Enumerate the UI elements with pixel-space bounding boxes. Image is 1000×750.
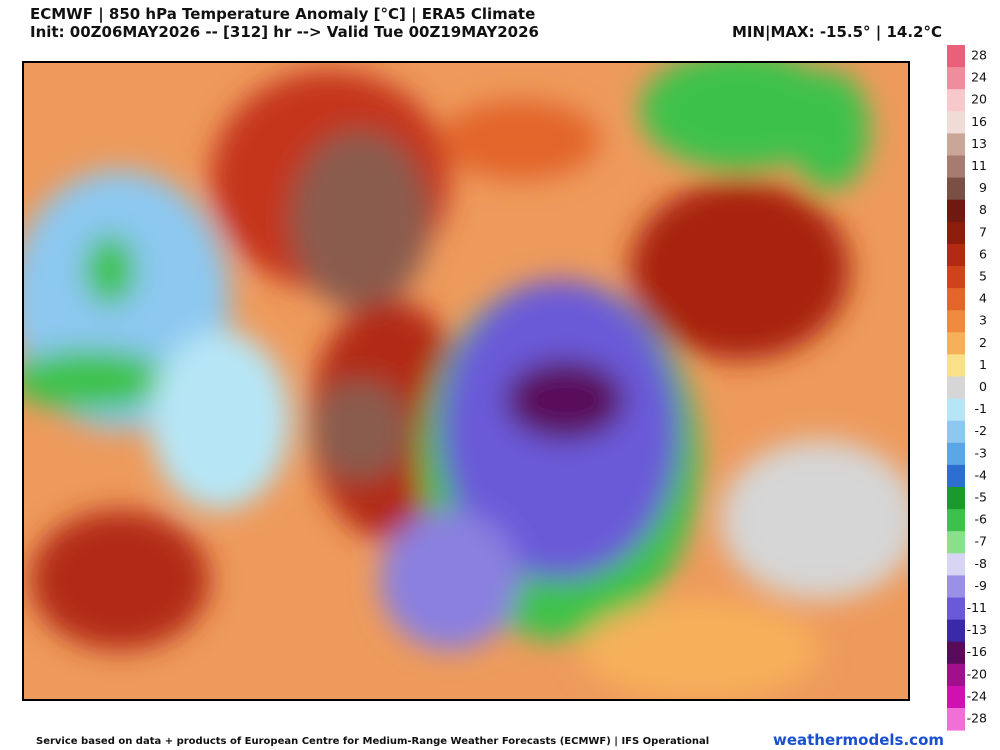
colorbar-swatch <box>947 221 965 245</box>
colorbar-label: 6 <box>979 246 987 261</box>
colorbar-label: 11 <box>971 158 987 173</box>
colorbar-label: 24 <box>971 70 987 85</box>
colorbar-label: -16 <box>967 644 987 659</box>
subtitle: Init: 00Z06MAY2026 -- [312] hr --> Valid… <box>30 23 539 41</box>
colorbar-label: -2 <box>975 423 987 438</box>
colorbar-swatch <box>947 354 965 377</box>
colorbar-label: 4 <box>979 291 987 306</box>
colorbar-swatch <box>947 663 965 687</box>
brand: weathermodels.com <box>773 731 944 749</box>
colorbar-label: -11 <box>967 600 987 615</box>
colorbar-swatch <box>947 420 965 444</box>
colorbar-swatch <box>947 398 965 422</box>
colorbar-label: -8 <box>975 556 988 571</box>
min-max: MIN|MAX: -15.5° | 14.2°C <box>732 23 942 42</box>
colorbar-swatch <box>947 376 965 400</box>
colorbar-swatch <box>947 177 965 201</box>
colorbar-swatch <box>947 685 965 709</box>
colorbar-label: 1 <box>979 357 987 372</box>
colorbar-swatch <box>947 288 965 311</box>
colorbar-swatch <box>947 442 965 466</box>
colorbar-swatch <box>947 619 965 643</box>
colorbar-label: 5 <box>979 269 987 284</box>
map-frame <box>22 61 910 701</box>
colorbar-swatch <box>947 45 965 68</box>
colorbar-swatch <box>947 310 965 333</box>
colorbar-label: 16 <box>971 114 987 129</box>
colorbar-label: 2 <box>979 335 987 350</box>
colorbar-label: -24 <box>967 688 987 703</box>
colorbar-label: 7 <box>979 224 987 239</box>
colorbar: 28 24 20 16 13 11 9 8 7 6 5 4 3 2 1 0 -1 -2 -3 -4 -5 -6 -7 -8 -9… <box>947 45 987 731</box>
colorbar-swatch <box>947 67 965 90</box>
map <box>23 62 909 700</box>
colorbar-label: 20 <box>971 92 987 107</box>
colorbar-label: 8 <box>979 202 987 217</box>
colorbar-label: -1 <box>975 401 987 416</box>
credit: Service based on data + products of Euro… <box>36 736 709 747</box>
colorbar-label: 28 <box>971 48 987 63</box>
colorbar-swatch <box>947 111 965 134</box>
colorbar-swatch <box>947 133 965 156</box>
title: ECMWF | 850 hPa Temperature Anomaly [°C]… <box>30 5 535 24</box>
colorbar-swatch <box>947 597 965 621</box>
colorbar-swatch <box>947 464 965 488</box>
colorbar-swatch <box>947 575 965 598</box>
colorbar-label: -13 <box>967 622 987 637</box>
colorbar-label: 13 <box>971 136 987 151</box>
colorbar-label: 9 <box>979 180 987 195</box>
colorbar-label: 3 <box>979 313 987 328</box>
colorbar-swatch <box>947 243 965 267</box>
colorbar-swatch <box>947 487 965 510</box>
colorbar-swatch <box>947 266 965 289</box>
colorbar-label: -3 <box>975 445 987 460</box>
colorbar-label: 0 <box>979 379 987 394</box>
colorbar-swatch <box>947 199 965 223</box>
colorbar-swatch <box>947 641 965 665</box>
colorbar-swatch <box>947 89 965 112</box>
colorbar-label: -7 <box>975 534 987 549</box>
colorbar-swatch <box>947 708 965 731</box>
colorbar-swatch <box>947 155 965 179</box>
colorbar-label: -4 <box>975 467 988 482</box>
colorbar-label: -6 <box>975 512 988 527</box>
colorbar-swatch <box>947 553 965 576</box>
colorbar-label: -28 <box>967 711 987 726</box>
colorbar-swatch <box>947 332 965 355</box>
colorbar-label: -9 <box>975 578 988 593</box>
colorbar-label: -20 <box>967 666 987 681</box>
colorbar-label: -5 <box>975 490 987 505</box>
colorbar-swatch <box>947 509 965 532</box>
colorbar-swatch <box>947 531 965 554</box>
